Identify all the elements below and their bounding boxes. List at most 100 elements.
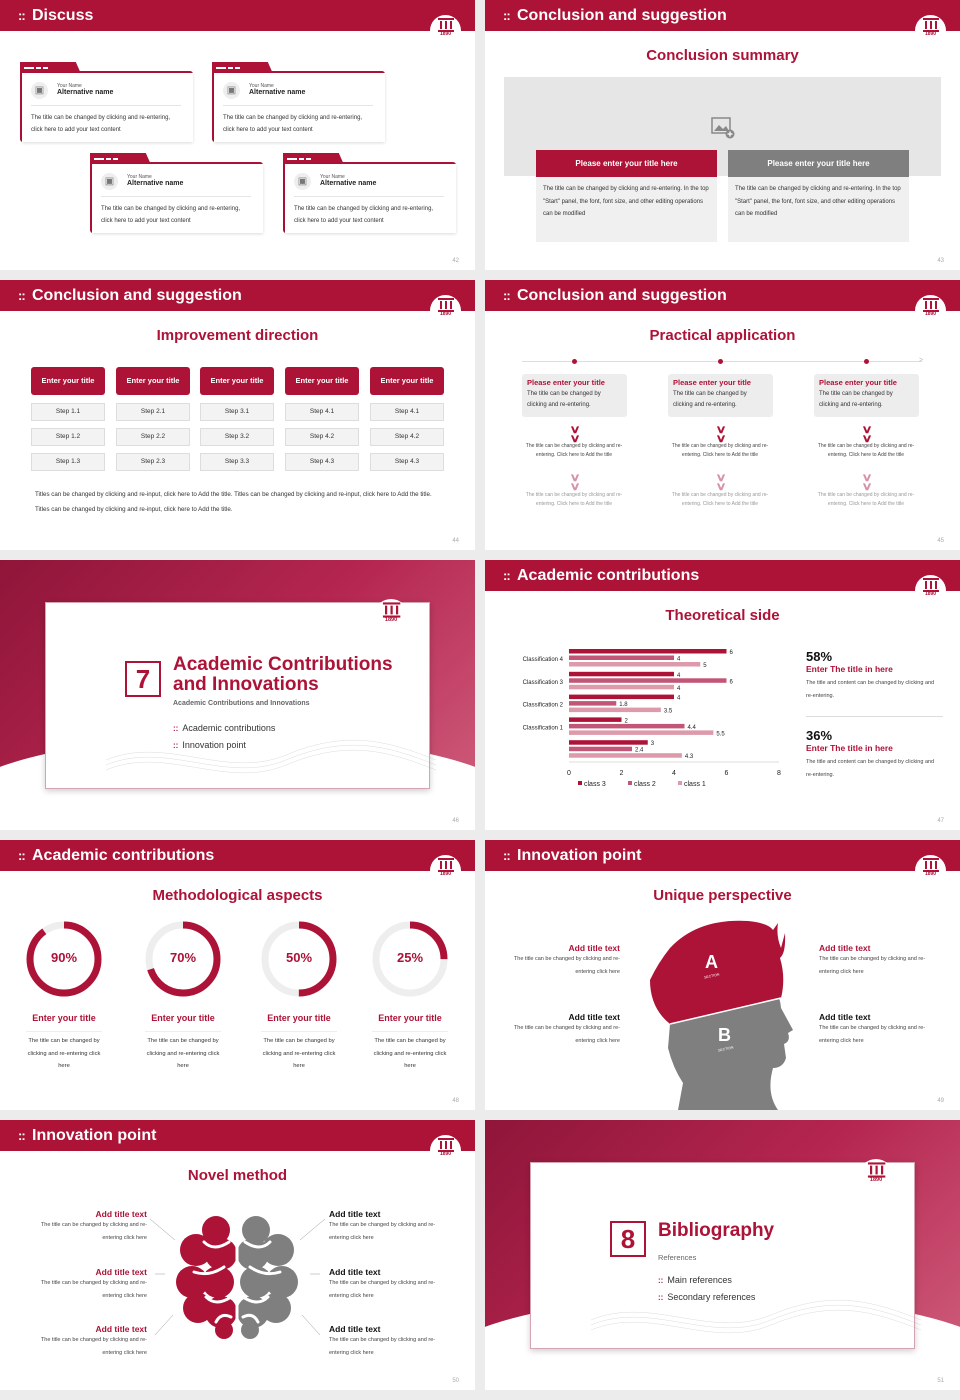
slide-51[interactable]: 1890 8 Bibliography References :: Main re… [485,1120,960,1390]
step-box[interactable]: Step 2.1 [116,403,190,421]
profile-card[interactable]: ▣ Your Name Alternative name The title c… [212,62,385,142]
grid-dots-icon: :: [503,288,511,303]
stat-block: 58% Enter The title in here The title an… [806,649,941,702]
step-box[interactable]: Step 3.2 [200,428,274,446]
data-label: 4.4 [688,725,697,731]
application-box[interactable]: Please enter your title The title can be … [668,374,773,417]
step-box[interactable]: Step 4.2 [285,428,359,446]
slide-44[interactable]: :: Conclusion and suggestion 1890 44 Improve… [0,280,475,550]
legend-label: class 1 [684,781,706,788]
slide-43[interactable]: :: Conclusion and suggestion 1890 43 Conclus… [485,0,960,270]
bar [569,694,674,700]
section-subtitle: Academic Contributions and Innovations [173,700,310,707]
image-placeholder-icon[interactable]: ▣ [31,82,48,99]
progress-ring [261,921,337,997]
column-title[interactable]: Enter your title [285,367,359,395]
profile-card[interactable]: ▣ Your Name Alternative name The title c… [90,153,263,233]
step-box[interactable]: Step 3.3 [200,453,274,471]
bar [569,649,727,654]
slide-50[interactable]: :: Innovation point 1890 50 Novel method Add… [0,1120,475,1390]
divider [294,196,444,197]
header-title: Academic contributions [32,847,215,864]
card-name: Alternative name [320,180,377,187]
slide-46[interactable]: 1890 7 Academic Contributions and Innova… [0,560,475,830]
step-box[interactable]: Step 4.1 [370,403,444,421]
category-label: Classification 2 [523,703,564,709]
bar [569,753,682,758]
step-box[interactable]: Step 4.3 [285,453,359,471]
bullet-item[interactable]: :: Academic contributions [173,723,276,733]
text-block[interactable]: Add title text The title can be changed b… [40,1267,147,1299]
chevron-down-icon: ∨ ∨ [861,472,873,493]
data-label: 2 [625,718,629,724]
image-placeholder-icon[interactable]: ▣ [223,82,240,99]
legend-label: class 2 [634,781,656,788]
text-block[interactable]: Add title text The title can be changed b… [329,1267,436,1299]
university-logo: 1890 [915,15,946,46]
university-logo: 1890 [430,855,461,886]
ring-text: The title can be changed by clicking and… [373,1038,447,1069]
step-box[interactable]: Step 4.2 [370,428,444,446]
bullet-item[interactable]: :: Innovation point [173,740,246,750]
step-box[interactable]: Step 2.2 [116,428,190,446]
slide-42[interactable]: :: Discuss 1890 42 ▣ Your Name Alternative … [0,0,475,270]
application-box[interactable]: Please enter your title The title can be … [814,374,919,417]
image-placeholder-icon[interactable]: ▣ [101,173,118,190]
bar [569,730,714,735]
column-title[interactable]: Enter your title [370,367,444,395]
step-box[interactable]: Step 2.3 [116,453,190,471]
university-logo: 1890 [430,1135,461,1166]
connector-line [155,1273,320,1275]
slide-45[interactable]: :: Conclusion and suggestion 1890 45 Practic… [485,280,960,550]
slide-header: :: Conclusion and suggestion [0,280,475,311]
step-box[interactable]: Step 1.2 [31,428,105,446]
text-block[interactable]: Add title text The title can be changed b… [329,1209,436,1241]
card-text: The title can be changed by clicking and… [101,206,241,224]
grid-dots-icon: :: [658,1276,664,1285]
timeline-dot [864,359,869,364]
x-tick-label: 6 [725,770,729,777]
column-title[interactable]: Enter your title [116,367,190,395]
profile-card[interactable]: ▣ Your Name Alternative name The title c… [283,153,456,233]
page-number: 50 [452,1378,459,1384]
stat-text: The title and content can be changed by … [806,759,935,778]
bullet-item[interactable]: :: Main references [658,1275,732,1285]
text-block[interactable]: Add title text The title can be changed b… [819,943,926,975]
step-box[interactable]: Step 3.1 [200,403,274,421]
slide-title: Theoretical side [665,607,780,624]
profile-card[interactable]: ▣ Your Name Alternative name The title c… [20,62,193,142]
data-label: 6 [730,650,734,656]
application-box[interactable]: Please enter your title The title can be … [522,374,627,417]
card-label: Your Name [57,83,82,89]
text-block[interactable]: Add title text The title can be changed b… [513,1012,620,1044]
bullet-item[interactable]: :: Secondary references [658,1292,756,1302]
image-placeholder-icon[interactable]: ▣ [294,173,311,190]
grid-dots-icon: :: [18,1128,26,1143]
summary-title-box[interactable]: Please enter your title here [728,150,909,177]
step-box[interactable]: Step 1.3 [31,453,105,471]
step-box[interactable]: Step 4.3 [370,453,444,471]
brain-icon [176,1212,298,1340]
step-box[interactable]: Step 4.1 [285,403,359,421]
text-block[interactable]: Add title text The title can be changed b… [513,943,620,975]
stat-title: Enter The title in here [806,664,893,674]
column-title[interactable]: Enter your title [31,367,105,395]
step-box[interactable]: Step 1.1 [31,403,105,421]
head-silhouette-icon [650,920,793,1110]
slide-49[interactable]: :: Innovation point 1890 49 Unique perspecti… [485,840,960,1110]
header-title: Discuss [32,7,94,24]
slide-47[interactable]: :: Academic contributions 1890 47 Theoretica… [485,560,960,830]
header-title: Conclusion and suggestion [517,287,727,304]
header-title: Academic contributions [517,567,700,584]
text-block[interactable]: Add title text The title can be changed b… [329,1324,436,1356]
legend-swatch [628,781,632,785]
text-block[interactable]: Add title text The title can be changed b… [40,1324,147,1356]
slide-48[interactable]: :: Academic contributions 1890 48 Methodolog… [0,840,475,1110]
summary-title-box[interactable]: Please enter your title here [536,150,717,177]
detail-text: The title can be changed by clicking and… [525,443,623,458]
text-block[interactable]: Add title text The title can be changed b… [819,1012,926,1044]
section-title: Academic Contributions and Innovations [173,654,393,695]
text-block[interactable]: Add title text The title can be changed b… [40,1209,147,1241]
data-label: 1.8 [619,702,628,708]
column-title[interactable]: Enter your title [200,367,274,395]
